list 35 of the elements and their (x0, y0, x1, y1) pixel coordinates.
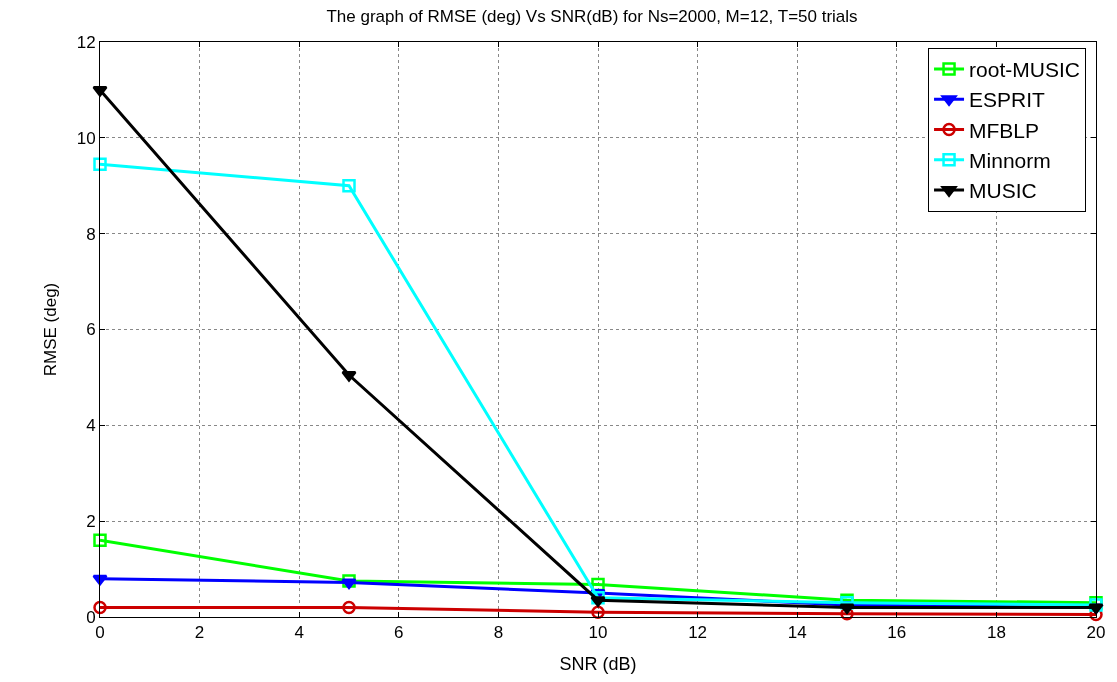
legend-label: MUSIC (969, 179, 1037, 203)
point (591, 605, 605, 619)
y-tick-label: 4 (86, 416, 96, 436)
chart-title: The graph of RMSE (deg) Vs SNR(dB) for Ns=2000, M=12, T=50 trials (326, 7, 858, 27)
x-tick-label: 4 (294, 623, 304, 643)
legend-label: ESPRIT (969, 88, 1046, 112)
y-tick-label: 2 (86, 512, 96, 532)
x-tick-label: 20 (1086, 623, 1106, 643)
x-axis-title: SNR (dB) (559, 653, 637, 674)
x-tick-label: 8 (493, 623, 504, 643)
x-tick-label: 10 (588, 623, 608, 643)
point (93, 157, 107, 171)
x-tick-label: 18 (986, 623, 1006, 643)
y-axis-title: RMSE (deg) (41, 282, 61, 377)
point (342, 600, 356, 615)
x-tick-label: 12 (688, 623, 708, 643)
y-tick-label: 8 (86, 224, 96, 244)
x-tick-label: 16 (887, 623, 907, 643)
x-tick-label: 2 (194, 623, 205, 643)
legend-label: MFBLP (969, 118, 1040, 142)
point (342, 179, 356, 193)
point (341, 578, 357, 590)
point (93, 600, 107, 615)
point (92, 85, 108, 97)
y-tick-label: 12 (76, 32, 96, 52)
y-tick-label: 10 (76, 128, 96, 148)
point (342, 574, 356, 588)
point (93, 533, 107, 548)
y-tick-label: 6 (86, 320, 96, 340)
legend-label: Minnorm (969, 148, 1051, 172)
legend-label: root-MUSIC (969, 58, 1080, 82)
x-tick-label: 14 (787, 623, 807, 643)
x-tick-label: 6 (394, 623, 404, 643)
y-tick-label: 0 (86, 607, 96, 627)
point (591, 591, 605, 605)
